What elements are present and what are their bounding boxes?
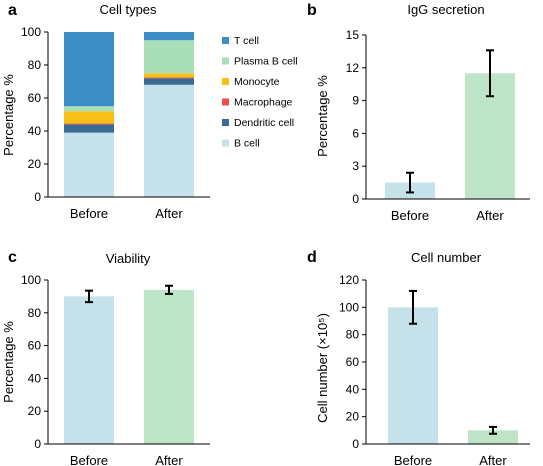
x-tick-label: Before — [394, 453, 432, 466]
panel-label: c — [8, 249, 17, 266]
bar-segment — [144, 73, 194, 78]
bar-segment — [144, 78, 194, 85]
y-tick-label: 40 — [28, 124, 42, 138]
bar — [64, 296, 114, 444]
y-tick-label: 20 — [346, 410, 360, 424]
panel-d: d Cell number Cell number (×10⁵) 0 20 40 60… — [307, 249, 530, 466]
error-bar — [489, 425, 497, 435]
chart-title: IgG secretion — [407, 2, 484, 17]
y-tick-label: 80 — [28, 306, 42, 320]
bar-segment — [144, 84, 194, 197]
x-tick-label: After — [155, 206, 183, 221]
bar-segment — [144, 40, 194, 74]
error-bar — [85, 289, 93, 304]
bar-segment — [64, 111, 114, 124]
bar-segment — [64, 123, 114, 125]
y-axis-label: Cell number (×10⁵) — [315, 313, 330, 423]
y-tick-label: 80 — [28, 58, 42, 72]
panel-label: b — [307, 2, 317, 19]
y-tick-label: 0 — [352, 437, 359, 451]
legend-label: Monocyte — [234, 76, 280, 88]
legend-label: T cell — [234, 35, 259, 47]
y-tick-label: 60 — [28, 91, 42, 105]
bar-segment — [64, 106, 114, 112]
y-tick-label: 15 — [346, 28, 360, 42]
bar-segment — [64, 32, 114, 107]
x-tick-label: After — [476, 208, 504, 223]
y-tick-label: 20 — [28, 404, 42, 418]
x-tick-label: Before — [70, 453, 108, 466]
legend-swatch — [222, 57, 229, 65]
bar — [388, 307, 438, 444]
chart-title: Cell number — [411, 250, 482, 265]
y-tick-label: 120 — [339, 273, 359, 287]
legend-swatch — [222, 78, 229, 85]
bar — [144, 289, 194, 444]
chart-title: Cell types — [99, 2, 157, 17]
y-tick-label: 100 — [339, 300, 359, 314]
y-tick-label: 60 — [346, 355, 360, 369]
x-tick-label: After — [155, 453, 183, 466]
y-axis-label: Percentage % — [1, 74, 16, 156]
x-tick-label: Before — [70, 206, 108, 221]
y-tick-label: 3 — [352, 159, 359, 173]
y-tick-label: 100 — [21, 273, 41, 287]
x-tick-label: After — [479, 453, 507, 466]
bar — [468, 430, 518, 444]
panel-c: c Viability Percentage % 0 20 40 60 80 100 Bef… — [1, 249, 210, 466]
panel-b: b IgG secretion Percentage % 0 3 6 9 12 15 Bef… — [307, 2, 530, 223]
y-tick-label: 6 — [352, 126, 359, 140]
panel-label: a — [8, 2, 17, 19]
y-tick-label: 0 — [34, 437, 41, 451]
error-bar — [406, 171, 414, 194]
legend-swatch — [222, 98, 229, 106]
bar-segment — [64, 124, 114, 133]
legend-swatch — [222, 37, 229, 44]
y-tick-label: 20 — [28, 157, 42, 171]
bar-segment — [144, 32, 194, 41]
y-tick-label: 12 — [346, 61, 360, 75]
legend-swatch — [222, 119, 229, 126]
error-bar — [486, 49, 494, 98]
y-tick-label: 40 — [28, 371, 42, 385]
y-tick-label: 60 — [28, 339, 42, 353]
legend-label: Macrophage — [234, 97, 293, 109]
panel-label: d — [307, 249, 317, 266]
y-tick-label: 100 — [21, 25, 41, 39]
y-tick-label: 9 — [352, 94, 359, 108]
y-tick-label: 0 — [352, 192, 359, 206]
y-tick-label: 80 — [346, 328, 360, 342]
bar-segment — [144, 77, 194, 79]
y-tick-label: 40 — [346, 382, 360, 396]
legend-label: Plasma B cell — [234, 56, 298, 68]
panel-a: a Cell types Percentage % 0 20 40 60 80 100 Be… — [1, 2, 298, 221]
legend-swatch — [222, 139, 229, 147]
y-tick-label: 0 — [34, 190, 41, 204]
y-axis-label: Percentage % — [1, 321, 16, 403]
legend-label: Dendritic cell — [234, 117, 294, 129]
chart-title: Viability — [106, 251, 151, 266]
error-bar — [165, 284, 173, 295]
y-axis-label: Percentage % — [315, 75, 330, 157]
legend-label: B cell — [234, 138, 260, 150]
bar-segment — [64, 132, 114, 197]
error-bar — [409, 289, 417, 325]
x-tick-label: Before — [391, 208, 429, 223]
